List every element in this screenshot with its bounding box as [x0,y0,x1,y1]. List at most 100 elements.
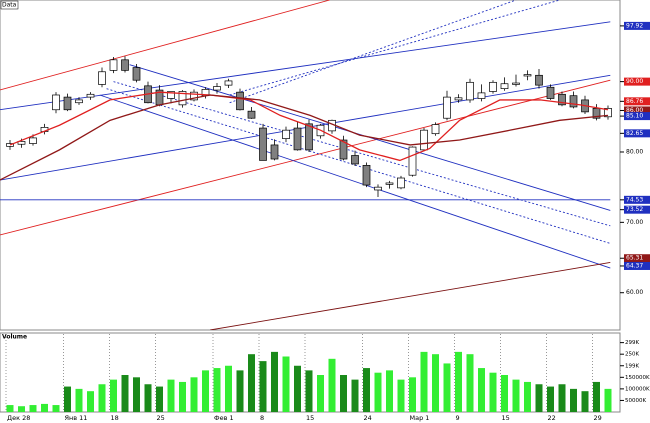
volume-bar [294,365,301,412]
candle-body [305,123,313,151]
x-tick-label: Фев 1 [214,414,234,422]
volume-bar [478,368,485,412]
y-tick-label: 65.31 [626,255,643,262]
overlay [0,0,612,330]
trend-line [99,94,611,269]
candle-body [213,86,221,91]
x-tick-label: Мар 1 [410,414,430,422]
volume-tick-label: 299K [625,340,639,346]
candle-body [293,127,302,151]
price-label-box [624,106,650,115]
volume-bar [317,375,324,412]
candle-body [443,96,451,119]
x-tick-label: 15 [306,414,314,422]
y-tick-label: 97.92 [626,22,643,29]
candle-body [247,110,256,119]
volume-bar [397,379,405,412]
volume-bar [409,377,416,412]
y-tick-label: 64.37 [626,262,643,269]
candle-body [132,67,141,81]
candle-body [121,59,129,71]
candle-body [569,95,578,108]
x-tick-label: Янв 11 [65,414,88,422]
volume-bar [455,351,462,412]
volume-bar [52,405,60,412]
candle-body [17,141,26,145]
volume-bar [18,406,25,412]
trend-line [229,0,517,104]
candle-body [477,92,486,99]
x-tick-label: Дек 28 [7,414,30,422]
volume-bar [558,384,566,412]
candle-body [178,91,187,106]
candle-body [385,182,394,185]
y-tick-label: 90.00 [626,78,643,85]
candle-body [63,96,72,111]
volume-bar [374,372,382,412]
volume-bar [466,354,474,412]
price-label-box [624,129,650,138]
y-tick-label: 82.65 [626,130,643,137]
panel-label-box [0,0,19,10]
candle-body [454,97,463,101]
volume-tick-label: 100000K [625,386,650,392]
candle-body [500,83,509,90]
trend-line [0,74,611,181]
volume-bar [512,379,520,412]
volume-bar [144,384,152,412]
y-tick-label: 85.10 [626,113,643,120]
candle-body [351,155,359,165]
volume-bar [167,379,175,412]
price-label-box [624,261,650,270]
y-tick-label: 60.00 [626,289,643,296]
x-tick-label: 9 [456,414,460,422]
volume-bar [179,381,186,412]
moving-average [9,91,609,162]
volume-bar [386,370,393,412]
volume-bar [547,386,554,412]
volume-bar [581,391,589,412]
volume-bar [110,379,117,412]
volume-bar [121,375,129,412]
x-tick-label: 18 [111,414,119,422]
candle-body [362,165,371,186]
price-label-box [624,77,650,86]
panel-label: Data [2,2,17,9]
volume-bar [328,358,336,412]
volume-bar [156,386,163,412]
candle-body [109,59,118,71]
candle-body [466,81,474,101]
volume-bar [87,391,94,412]
volume-bar [75,388,83,412]
volume-bar [593,381,600,412]
volume-bar [489,372,497,412]
candle-body [86,93,95,98]
volume-bar [443,363,451,412]
x-tick-label: 25 [157,414,165,422]
candle-body [431,124,440,135]
price-label-box [624,112,650,121]
y-tick-label: 70.00 [626,219,643,226]
candle-body [167,91,175,99]
price-label-box [624,205,650,214]
volume-bar [363,368,370,412]
y-tick-label: 86.00 [626,107,643,114]
candle-body [224,80,233,86]
volume-bar [190,377,198,412]
candle-body [282,129,290,139]
volume-tick-label: 199K [625,363,639,369]
y-tick-label: 73.52 [626,206,643,213]
volume-bar [351,379,359,412]
volume-bar [41,403,48,412]
volume-label: Volume [2,334,27,341]
candle-body [408,146,417,176]
volume-bar [570,388,577,412]
volume-bar [524,381,531,412]
y-tick-label: 80.00 [626,148,643,155]
price-label-box [624,21,650,30]
volume-bar [236,370,244,412]
volume-tick-label: 50000K [625,398,646,404]
x-tick-label: 24 [364,414,372,422]
candle-body [558,93,566,106]
